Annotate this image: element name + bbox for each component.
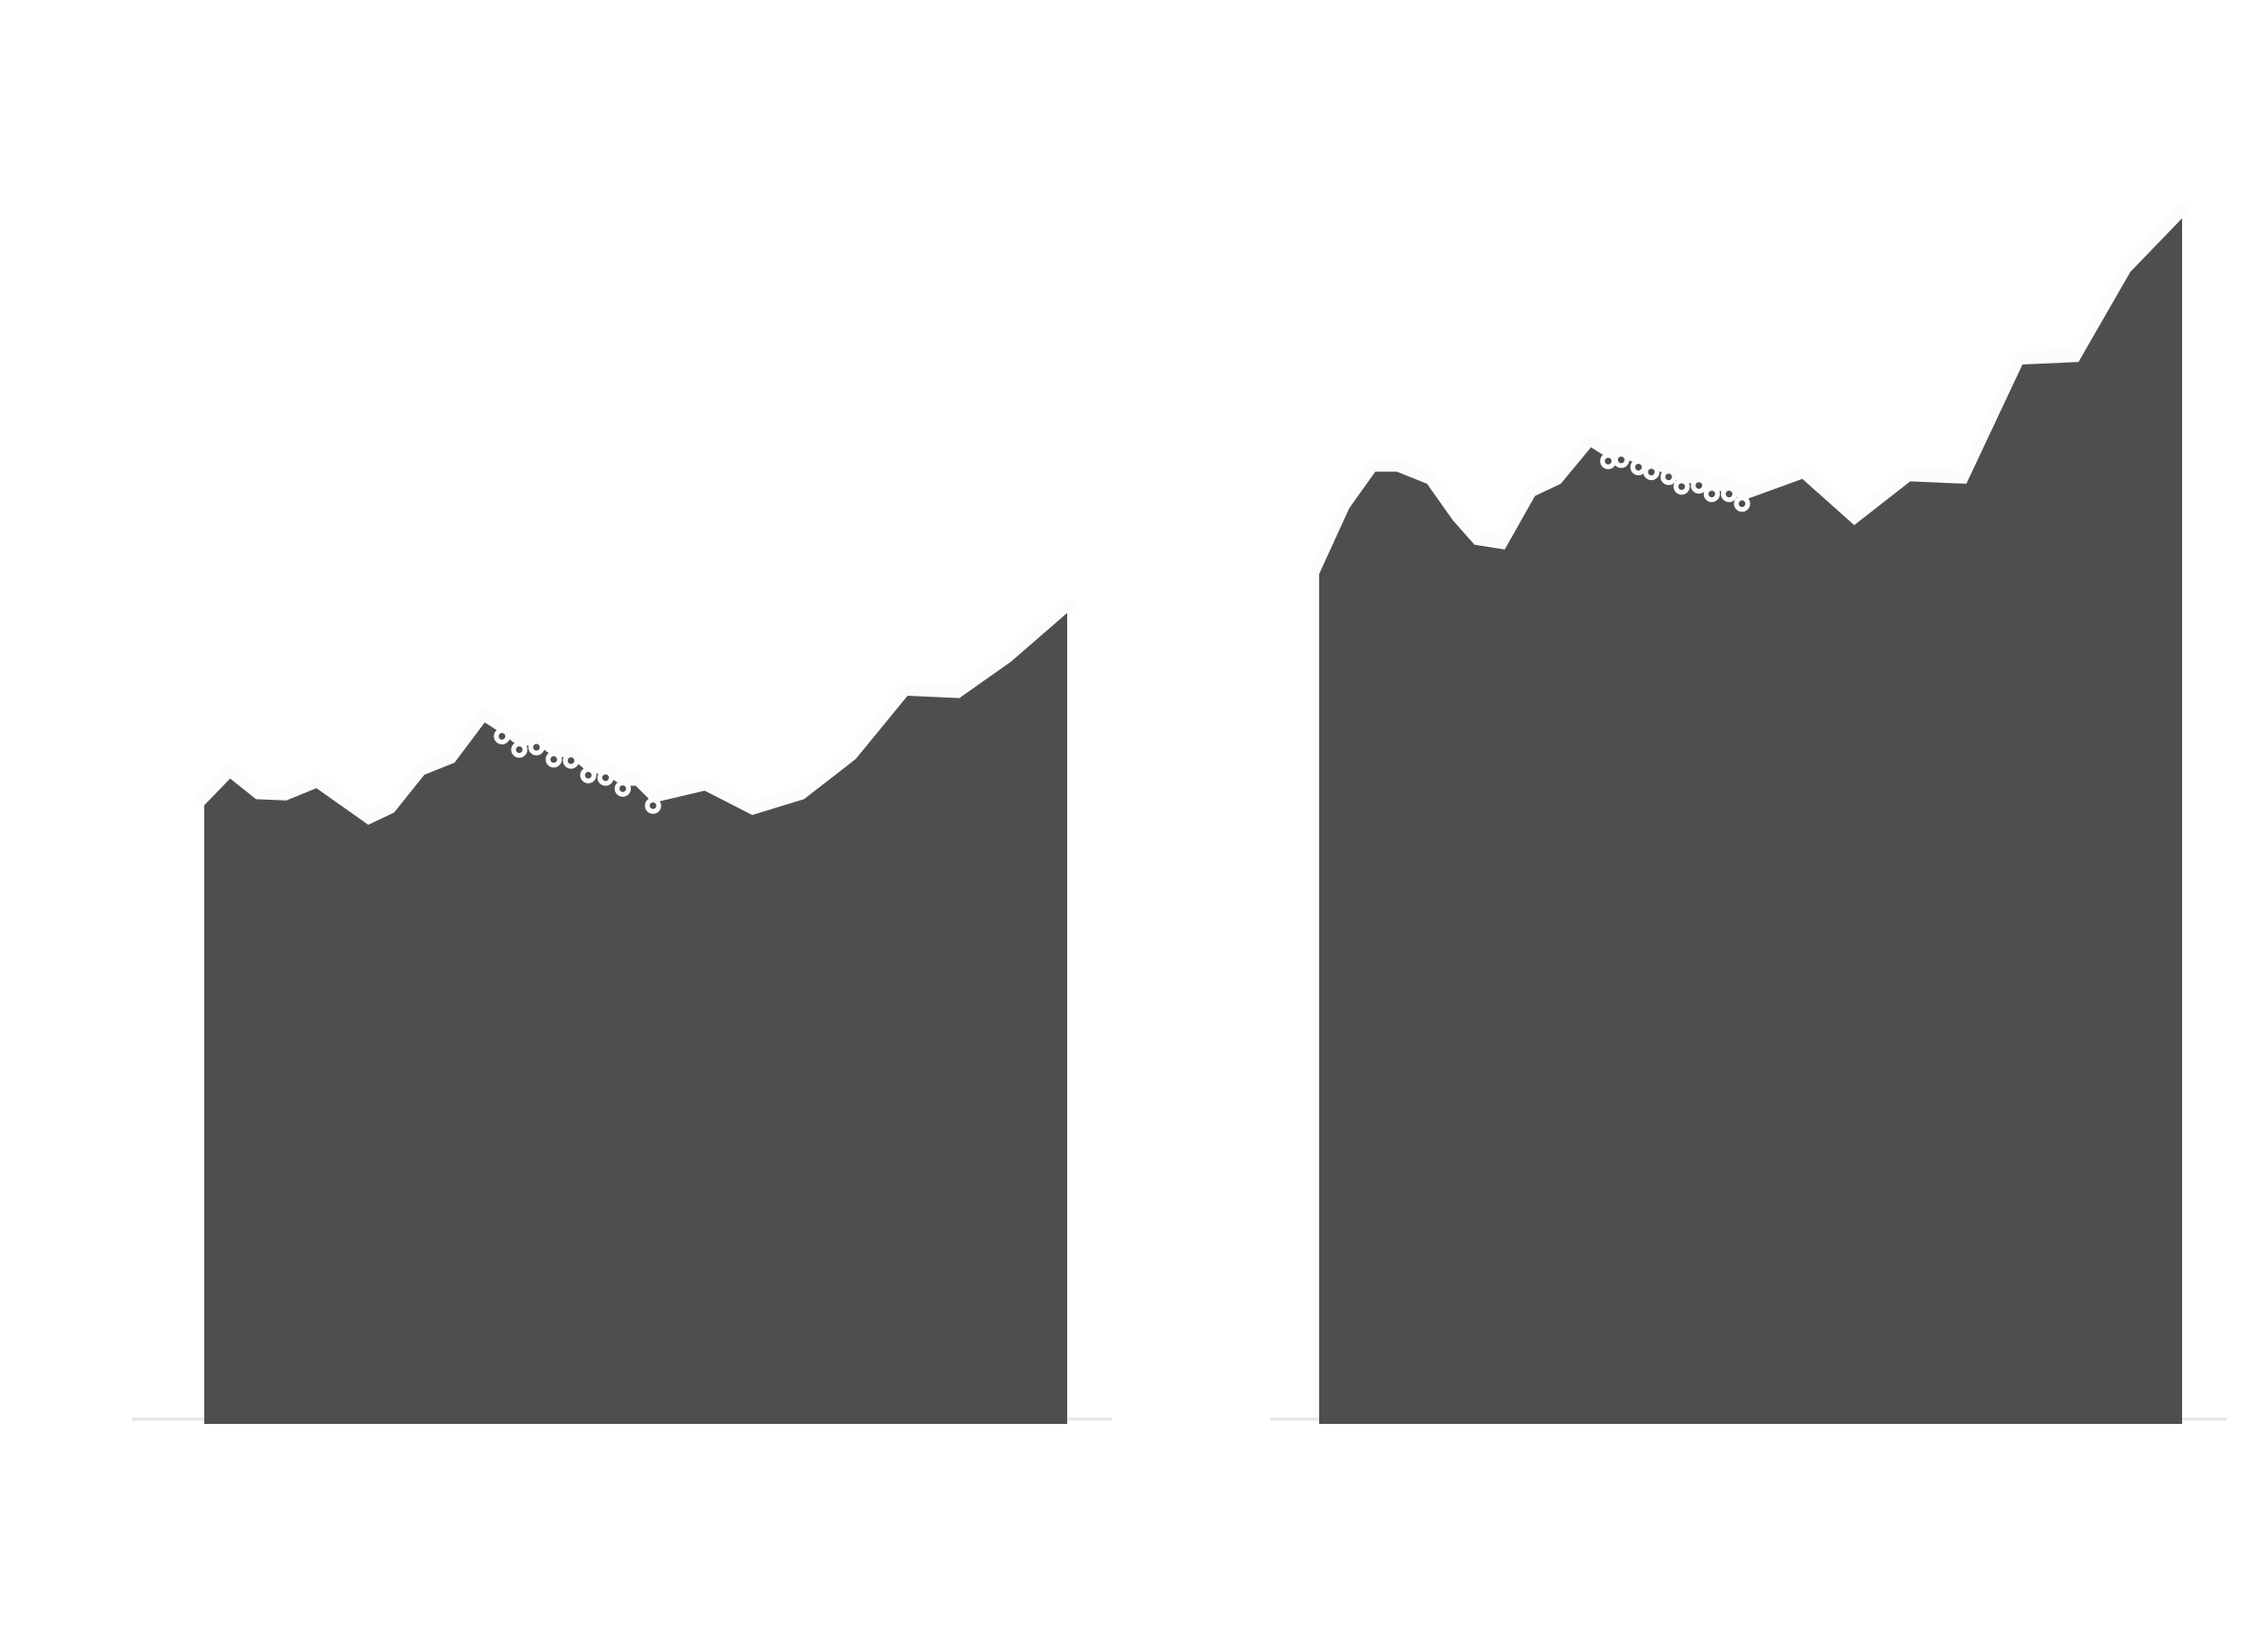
data-point-marker <box>1703 486 1720 503</box>
area-chart-left <box>132 599 1112 1424</box>
data-point-marker <box>579 766 597 784</box>
data-point-marker <box>494 728 511 744</box>
data-point-marker <box>511 742 528 758</box>
area-fill-inner <box>1319 218 2182 1424</box>
data-point-marker <box>614 780 631 797</box>
data-point-marker <box>1600 452 1617 470</box>
data-point-marker <box>1660 469 1677 486</box>
data-point-marker <box>562 752 579 769</box>
data-point-marker <box>528 739 545 756</box>
data-point-marker <box>1733 495 1751 512</box>
data-point-marker <box>1630 459 1647 475</box>
data-point-marker <box>1643 464 1660 481</box>
data-point-marker <box>1612 451 1629 469</box>
area-fill-inner <box>204 613 1067 1424</box>
area-chart-right <box>1270 204 2227 1424</box>
data-point-marker <box>545 751 562 768</box>
data-point-marker <box>644 797 662 814</box>
data-point-marker <box>1690 477 1708 494</box>
data-point-marker <box>1673 478 1690 495</box>
data-point-marker <box>597 769 614 786</box>
area-top-edge <box>1312 204 2190 576</box>
area-top-edge <box>197 599 1075 827</box>
data-point-marker <box>1720 486 1737 503</box>
